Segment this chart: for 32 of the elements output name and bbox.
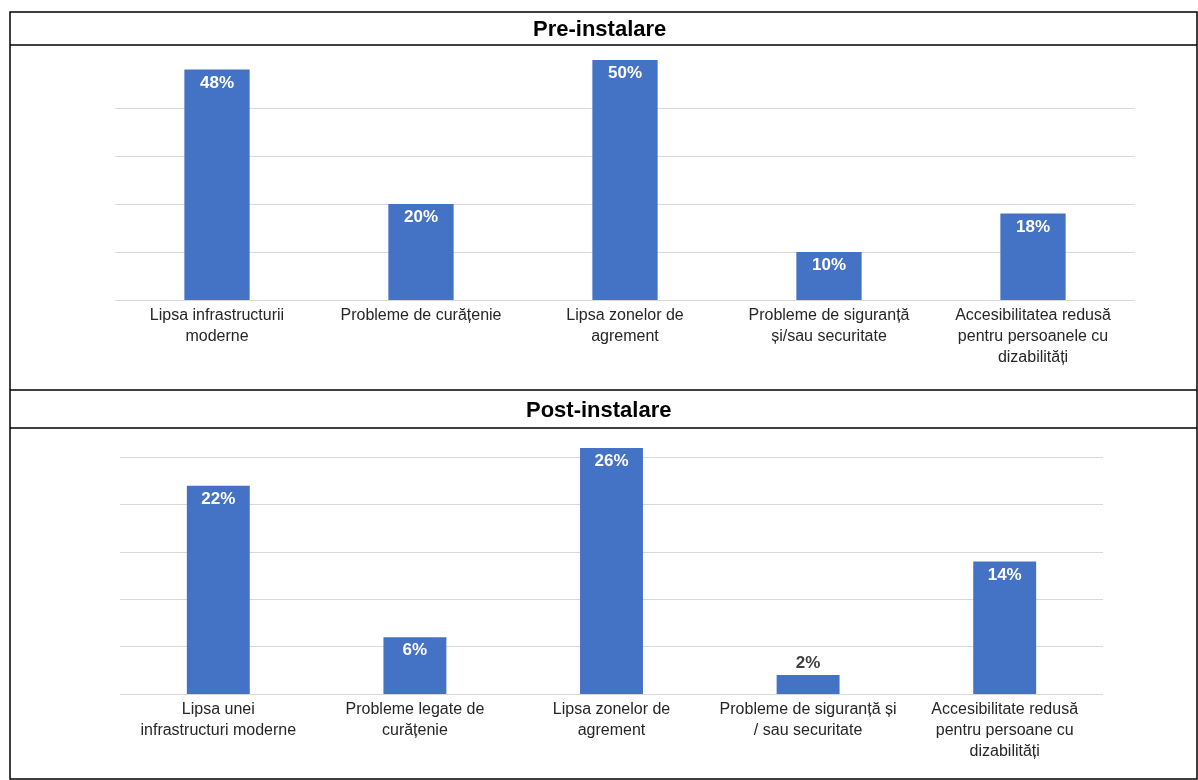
bar [592,60,658,300]
x-tick-label: Probleme de siguranță și / sau securitate [719,700,897,738]
data-label: 50% [607,63,643,82]
x-tick-label: Lipsa zonelor de agrement [566,306,684,344]
data-label: 14% [987,564,1022,584]
bar [973,561,1037,694]
bar [776,675,840,694]
x-tick-label: Probleme legate de curățenie [345,700,485,738]
x-tick-label: Accesibilitatea redusă pentru persoanele cu dizabilități [955,306,1111,365]
data-label: 18% [1015,216,1051,236]
chart-title: Pre-instalare [533,16,667,41]
chart-title: Post-instalare [526,397,672,422]
x-tick-label: Probleme de siguranță și/sau securitate [748,306,910,344]
data-label: 26% [594,451,629,470]
data-label: 6% [402,640,428,660]
bar [186,485,250,694]
x-tick-label: Accesibilitate redusă pentru persoane cu dizabilități [931,700,1079,759]
data-label: 10% [811,255,847,274]
x-tick-label: Lipsa infrastructurii moderne [149,306,285,344]
data-label: 22% [201,488,236,508]
bar [1000,213,1066,300]
bar [388,204,454,300]
bar [580,448,643,694]
x-tick-label: Probleme de curățenie [340,306,502,324]
x-tick-label: Lipsa zonelor de agrement [552,700,671,738]
bar [184,69,250,300]
data-label: 20% [403,207,439,226]
bar [796,252,862,300]
x-tick-label: Lipsa unei infrastructuri moderne [140,700,297,738]
bar [383,637,447,694]
data-label: 48% [199,72,235,92]
data-label: 2% [795,653,821,673]
